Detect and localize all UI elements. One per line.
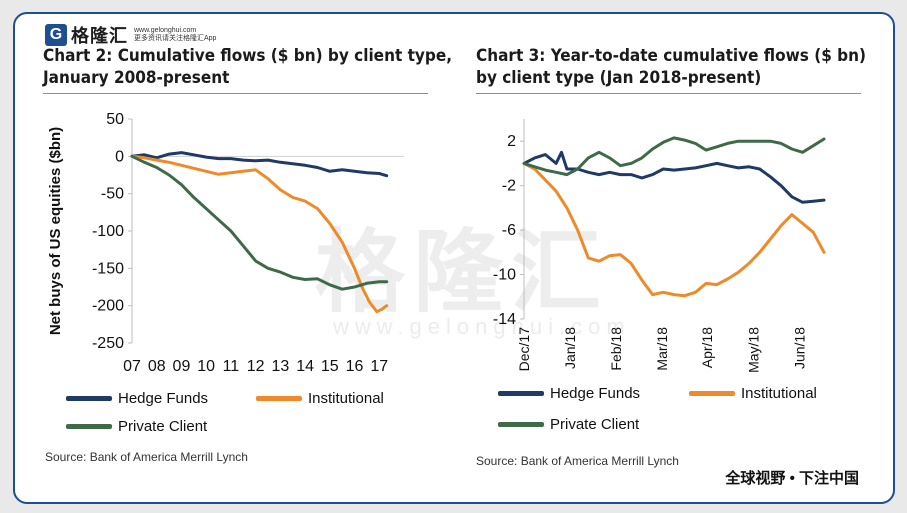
chart3-ytick-label: 2 <box>507 133 516 150</box>
chart3-xtick-label: Mar/18 <box>654 327 670 371</box>
chart2-ytick-label: -150 <box>92 260 124 277</box>
watermark-url: www.gelonghui.com <box>333 314 631 339</box>
chart2-legend-private-label: Private Client <box>118 418 208 435</box>
chart2-legend-private: Private Client <box>66 418 207 435</box>
chart3-ytick-label: -2 <box>502 178 516 195</box>
chart3-xtick-label: Dec/17 <box>516 327 532 372</box>
chart2-xtick-label: 13 <box>271 358 289 375</box>
brand-name: 格隆汇 <box>71 26 128 46</box>
chart3-xtick-label: Jun/18 <box>791 327 807 369</box>
chart3-legend-private: Private Client <box>498 416 639 433</box>
chart3-ytick-label: -6 <box>502 222 516 239</box>
chart3-legend-hedge: Hedge Funds <box>498 385 640 402</box>
chart2-plot: 50 0 -50 -100 -150 -200 -250 07 08 09 10 11 12 13 14 15… <box>47 111 404 375</box>
chart2-ytick-label: 50 <box>106 111 124 128</box>
chart3-ytick-label: -14 <box>493 311 516 328</box>
chart2-ytick-label: -250 <box>92 335 124 352</box>
chart2-legend-institutional-swatch <box>256 396 302 401</box>
chart2-title-line2: January 2008-present <box>43 68 230 88</box>
chart2-legend-hedge-label: Hedge Funds <box>118 390 209 407</box>
chart3-title: Chart 3: Year-to-date cumulative flows (… <box>476 45 866 89</box>
chart3-legend-hedge-swatch <box>498 391 544 396</box>
chart2-ytick-label: 0 <box>115 148 124 165</box>
chart3-legend-private-swatch <box>498 422 544 427</box>
chart2-series-institutional-line <box>130 154 389 314</box>
chart2-series-private-client-line <box>130 154 389 291</box>
chart3-xtick-label: Apr/18 <box>699 327 715 368</box>
chart3-legend-institutional: Institutional <box>689 385 817 402</box>
chart2-title: Chart 2: Cumulative flows ($ bn) by clie… <box>43 45 452 89</box>
chart3-xtick-label: Feb/18 <box>608 327 624 371</box>
chart2-xtick-label: 16 <box>346 358 364 375</box>
chart2-legend-institutional-label: Institutional <box>308 390 384 407</box>
chart2-xtick-label: 07 <box>123 358 141 375</box>
chart2-legend-hedge-swatch <box>66 396 112 401</box>
chart2-legend-private-swatch <box>66 424 112 429</box>
chart2-title-rule <box>43 93 428 94</box>
chart3-title-line1: Chart 3: Year-to-date cumulative flows (… <box>476 46 866 66</box>
chart2-y-label: Net buys of US equities ($bn) <box>47 127 64 335</box>
chart2-xtick-label: 08 <box>148 358 166 375</box>
brand-logo: G 格隆汇 www.gelonghui.com 更多资讯请关注格隆汇App <box>45 22 216 48</box>
chart3-legend-institutional-label: Institutional <box>741 385 817 402</box>
chart3-series-private-client-line <box>522 136 826 177</box>
chart2-ytick-label: -200 <box>92 298 124 315</box>
chart3-legend-hedge-label: Hedge Funds <box>550 385 641 402</box>
chart2-legend-institutional: Institutional <box>256 390 384 407</box>
chart3-source: Source: Bank of America Merrill Lynch <box>476 454 679 468</box>
brand-sub: www.gelonghui.com 更多资讯请关注格隆汇App <box>134 27 216 43</box>
chart2-ytick-label: -50 <box>101 186 124 203</box>
chart3-legend-institutional-swatch <box>689 391 735 396</box>
chart2-title-line1: Chart 2: Cumulative flows ($ bn) by clie… <box>43 46 453 66</box>
chart2-xtick-label: 17 <box>370 358 388 375</box>
chart2-xtick-label: 10 <box>197 358 215 375</box>
footer-slogan: 全球视野 • 下注中国 <box>721 467 863 488</box>
brand-badge: G <box>45 24 67 46</box>
watermark: 格隆汇 <box>315 223 609 323</box>
chart2-source: Source: Bank of America Merrill Lynch <box>45 450 248 464</box>
chart3-xtick-label: Jan/18 <box>562 327 578 369</box>
chart3-title-rule <box>476 93 861 94</box>
chart2-xtick-label: 14 <box>296 358 314 375</box>
chart2-xtick-label: 11 <box>223 358 240 375</box>
chart3-title-line2: by client type (Jan 2018-present) <box>476 68 762 88</box>
chart2-xtick-label: 09 <box>173 358 191 375</box>
chart3-xtick-label: May/18 <box>745 327 761 373</box>
chart3-series-hedge-funds-line <box>522 150 826 204</box>
brand-sub-line1: www.gelonghui.com <box>134 27 197 34</box>
chart3-ytick-label: -10 <box>493 267 516 284</box>
chart2-series-hedge-funds-line <box>130 151 389 178</box>
chart-card: G 格隆汇 www.gelonghui.com 更多资讯请关注格隆汇App Ch… <box>13 12 895 504</box>
chart2-legend-hedge: Hedge Funds <box>66 390 208 407</box>
chart3-series-institutional-line <box>522 161 826 298</box>
chart2-xtick-label: 12 <box>247 358 265 375</box>
brand-sub-line2: 更多资讯请关注格隆汇App <box>134 35 217 42</box>
chart2-ytick-label: -100 <box>92 223 124 240</box>
chart2-xtick-label: 15 <box>321 358 339 375</box>
chart3-legend-private-label: Private Client <box>550 416 640 433</box>
